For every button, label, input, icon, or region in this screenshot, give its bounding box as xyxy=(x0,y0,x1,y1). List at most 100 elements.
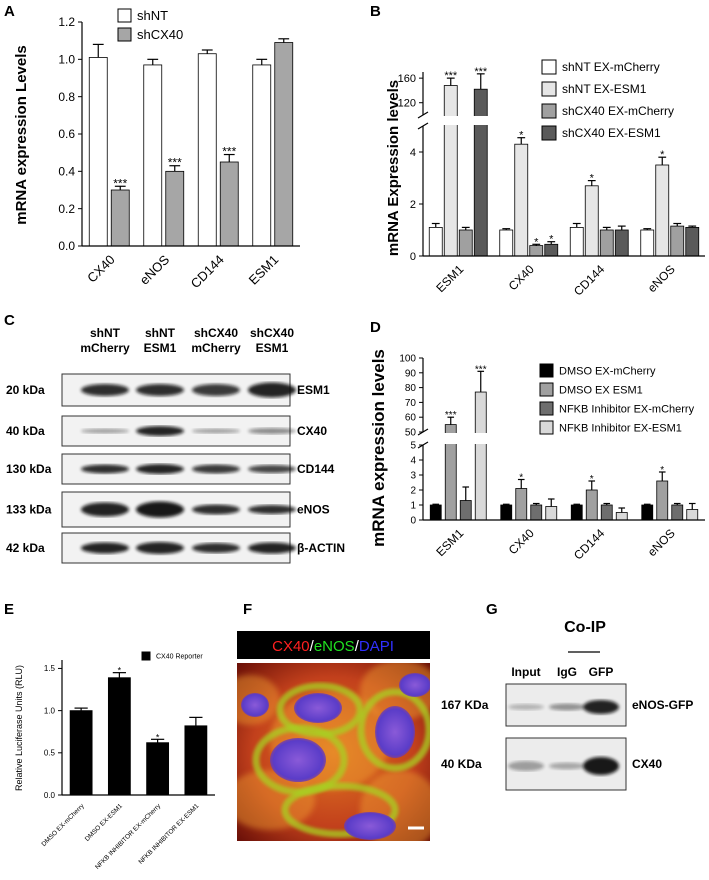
bar xyxy=(458,229,473,257)
y-tick-label: 0.8 xyxy=(58,90,75,104)
nucleus xyxy=(375,706,415,758)
blot-band xyxy=(136,426,184,436)
legend-label: shCX40 EX-mCherry xyxy=(562,104,674,118)
blot-band xyxy=(192,504,240,515)
bar xyxy=(252,64,272,247)
blot-band xyxy=(81,542,129,554)
y-axis-label: Relative Luciferase Units (RLU) xyxy=(14,665,24,791)
bar xyxy=(165,170,185,247)
lane-label: mCherry xyxy=(191,341,241,355)
bar xyxy=(107,677,131,796)
protein-label: CX40 xyxy=(297,424,327,438)
significance-label: *** xyxy=(445,410,457,421)
axis-break-mark xyxy=(417,122,429,130)
image-title-bar xyxy=(237,631,430,659)
molecular-weight: 133 kDa xyxy=(6,503,52,517)
axis-break-mark xyxy=(417,111,429,119)
bar xyxy=(88,57,108,247)
panel-letter: D xyxy=(370,319,381,336)
y-tick-label: 1 xyxy=(410,501,416,512)
y-tick-label: 0 xyxy=(410,516,416,527)
nucleus xyxy=(241,693,269,717)
bar xyxy=(143,64,163,247)
legend-label: NFKB Inhibitor EX-ESM1 xyxy=(559,422,682,434)
blot-band xyxy=(583,700,619,714)
lane-label: GFP xyxy=(589,665,614,679)
bar xyxy=(656,480,669,521)
blot-band xyxy=(81,502,129,517)
legend-swatch xyxy=(117,27,132,42)
y-tick-label: 0 xyxy=(410,251,416,263)
panel-letter: E xyxy=(4,601,14,618)
blot-band xyxy=(508,704,544,710)
blot-band xyxy=(81,384,129,396)
nucleus xyxy=(399,673,430,697)
protein-label: CD144 xyxy=(297,462,335,476)
bar xyxy=(614,229,629,257)
blot-band xyxy=(248,542,296,554)
panel-letter: B xyxy=(370,3,381,20)
y-tick-label: 80 xyxy=(405,383,417,394)
legend-swatch xyxy=(117,8,132,23)
protein-label: β-ACTIN xyxy=(297,541,345,555)
legend-label: NFKB Inhibitor EX-mCherry xyxy=(559,403,695,415)
lane-label: shNT xyxy=(90,326,121,340)
blot-band xyxy=(549,703,585,711)
bar xyxy=(515,488,528,521)
legend-swatch xyxy=(539,420,554,435)
bar xyxy=(686,509,699,521)
protein-label: ESM1 xyxy=(297,383,330,397)
molecular-weight: 40 kDa xyxy=(6,424,45,438)
bar xyxy=(569,226,584,257)
significance-label: * xyxy=(590,173,595,185)
significance-label: * xyxy=(590,474,594,485)
bar xyxy=(69,710,93,796)
legend-label: shNT EX-mCherry xyxy=(562,60,660,74)
lane-label: ESM1 xyxy=(144,341,177,355)
lane-label: ESM1 xyxy=(256,341,289,355)
bar xyxy=(584,185,599,257)
blot-title: Co-IP xyxy=(564,619,606,636)
bar xyxy=(474,391,487,521)
image-title-part: eNOS xyxy=(314,638,355,655)
y-tick-label: 2 xyxy=(410,199,416,211)
blot-band xyxy=(508,761,544,771)
lane-label: Input xyxy=(511,665,540,679)
panel-letter: F xyxy=(243,601,252,618)
y-tick-label: 1.2 xyxy=(58,15,75,29)
legend-label: shNT xyxy=(137,8,168,23)
enos-signal xyxy=(281,782,399,838)
significance-label: * xyxy=(660,465,664,476)
y-tick-label: 0.6 xyxy=(58,127,75,141)
bar xyxy=(500,504,513,521)
blot-band xyxy=(136,464,184,474)
blot-band xyxy=(136,542,184,554)
significance-label: *** xyxy=(113,176,127,190)
significance-label: *** xyxy=(475,364,487,375)
micrograph xyxy=(237,663,430,841)
bar xyxy=(655,164,670,257)
bar xyxy=(146,742,170,796)
nucleus xyxy=(294,693,342,723)
y-tick-label: 70 xyxy=(405,398,417,409)
x-tick-label: DMSO EX-mCherry xyxy=(40,802,86,848)
bar xyxy=(615,512,628,521)
image-title-part: / xyxy=(310,638,315,655)
molecular-weight: 40 KDa xyxy=(441,757,482,771)
bar xyxy=(585,489,598,521)
nucleus xyxy=(270,738,326,782)
blot-band xyxy=(136,501,184,518)
molecular-weight: 20 kDa xyxy=(6,383,45,397)
y-tick-label: 0.4 xyxy=(58,165,75,179)
y-tick-label: 120 xyxy=(398,98,416,110)
panel-letter: C xyxy=(4,312,15,329)
x-tick-label: eNOS xyxy=(645,262,678,295)
y-tick-label: 1.0 xyxy=(44,706,56,715)
significance-label: * xyxy=(519,130,524,142)
x-tick-label: CX40 xyxy=(84,252,118,286)
y-tick-label: 90 xyxy=(405,368,417,379)
x-tick-label: CD144 xyxy=(571,526,608,563)
bar xyxy=(219,161,239,247)
x-tick-label: CX40 xyxy=(506,526,537,557)
blot-band xyxy=(192,543,240,553)
